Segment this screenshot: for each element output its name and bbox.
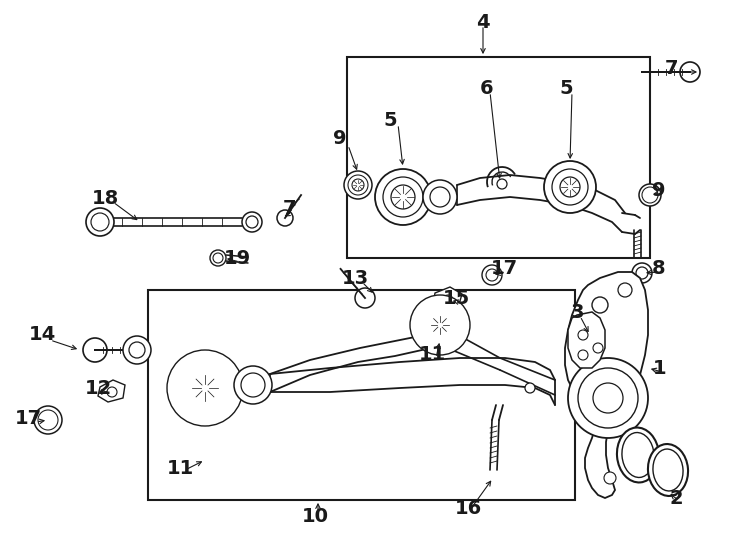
Circle shape — [604, 472, 616, 484]
Circle shape — [171, 354, 239, 422]
Text: 11: 11 — [418, 346, 446, 365]
Circle shape — [486, 269, 498, 281]
Bar — [148, 290, 575, 500]
Circle shape — [91, 213, 109, 231]
Text: 5: 5 — [383, 111, 397, 130]
Text: 7: 7 — [283, 199, 297, 218]
Ellipse shape — [648, 444, 688, 496]
Circle shape — [210, 250, 226, 266]
Polygon shape — [565, 272, 648, 498]
Circle shape — [422, 307, 458, 343]
Circle shape — [560, 177, 580, 197]
Text: 19: 19 — [223, 248, 250, 267]
Circle shape — [277, 210, 293, 226]
Text: 5: 5 — [559, 78, 573, 98]
Circle shape — [443, 295, 453, 305]
Circle shape — [348, 175, 368, 195]
Circle shape — [639, 184, 661, 206]
Text: 16: 16 — [454, 498, 482, 517]
Circle shape — [593, 343, 603, 353]
Text: 6: 6 — [480, 78, 494, 98]
Circle shape — [680, 62, 700, 82]
Circle shape — [544, 161, 596, 213]
Circle shape — [181, 364, 229, 412]
Text: 12: 12 — [84, 379, 112, 397]
Text: 8: 8 — [653, 259, 666, 278]
Circle shape — [86, 208, 114, 236]
Circle shape — [497, 179, 507, 189]
Circle shape — [167, 350, 243, 426]
Circle shape — [578, 368, 638, 428]
Polygon shape — [433, 287, 462, 310]
Circle shape — [618, 283, 632, 297]
Circle shape — [34, 406, 62, 434]
Circle shape — [241, 373, 265, 397]
Circle shape — [642, 187, 658, 203]
Circle shape — [83, 338, 107, 362]
Circle shape — [234, 366, 272, 404]
Text: 7: 7 — [665, 58, 679, 78]
Circle shape — [410, 295, 470, 355]
Text: 9: 9 — [653, 180, 666, 199]
Circle shape — [482, 265, 502, 285]
Ellipse shape — [617, 428, 659, 482]
Circle shape — [213, 253, 223, 263]
Text: 17: 17 — [490, 259, 517, 278]
Text: 4: 4 — [476, 12, 490, 31]
Circle shape — [632, 263, 652, 283]
Circle shape — [344, 171, 372, 199]
Circle shape — [352, 179, 364, 191]
Text: 18: 18 — [91, 188, 119, 207]
Circle shape — [107, 387, 117, 397]
Text: 1: 1 — [653, 359, 666, 377]
Ellipse shape — [653, 449, 683, 491]
Text: 15: 15 — [443, 288, 470, 307]
Circle shape — [525, 383, 535, 393]
Polygon shape — [568, 312, 605, 368]
Circle shape — [430, 315, 450, 335]
Circle shape — [123, 336, 151, 364]
Text: 3: 3 — [570, 302, 584, 321]
Circle shape — [242, 212, 262, 232]
Circle shape — [636, 267, 648, 279]
Text: 14: 14 — [29, 326, 56, 345]
Circle shape — [568, 358, 648, 438]
Circle shape — [622, 460, 638, 476]
Polygon shape — [98, 380, 125, 402]
Circle shape — [391, 185, 415, 209]
Text: 2: 2 — [669, 489, 683, 508]
Circle shape — [578, 350, 588, 360]
Circle shape — [430, 187, 450, 207]
Bar — [347, 57, 650, 258]
Circle shape — [592, 297, 608, 313]
Circle shape — [375, 169, 431, 225]
Circle shape — [246, 216, 258, 228]
Circle shape — [38, 410, 58, 430]
Text: 13: 13 — [341, 268, 368, 287]
Text: 11: 11 — [167, 458, 194, 477]
Circle shape — [552, 169, 588, 205]
Circle shape — [414, 299, 466, 351]
Circle shape — [129, 342, 145, 358]
Text: 10: 10 — [302, 507, 329, 525]
Circle shape — [423, 180, 457, 214]
Circle shape — [355, 288, 375, 308]
Text: 17: 17 — [15, 408, 42, 428]
Circle shape — [578, 330, 588, 340]
Text: 9: 9 — [333, 129, 346, 147]
Circle shape — [191, 374, 219, 402]
Circle shape — [593, 383, 623, 413]
Circle shape — [383, 177, 423, 217]
Ellipse shape — [622, 433, 654, 477]
